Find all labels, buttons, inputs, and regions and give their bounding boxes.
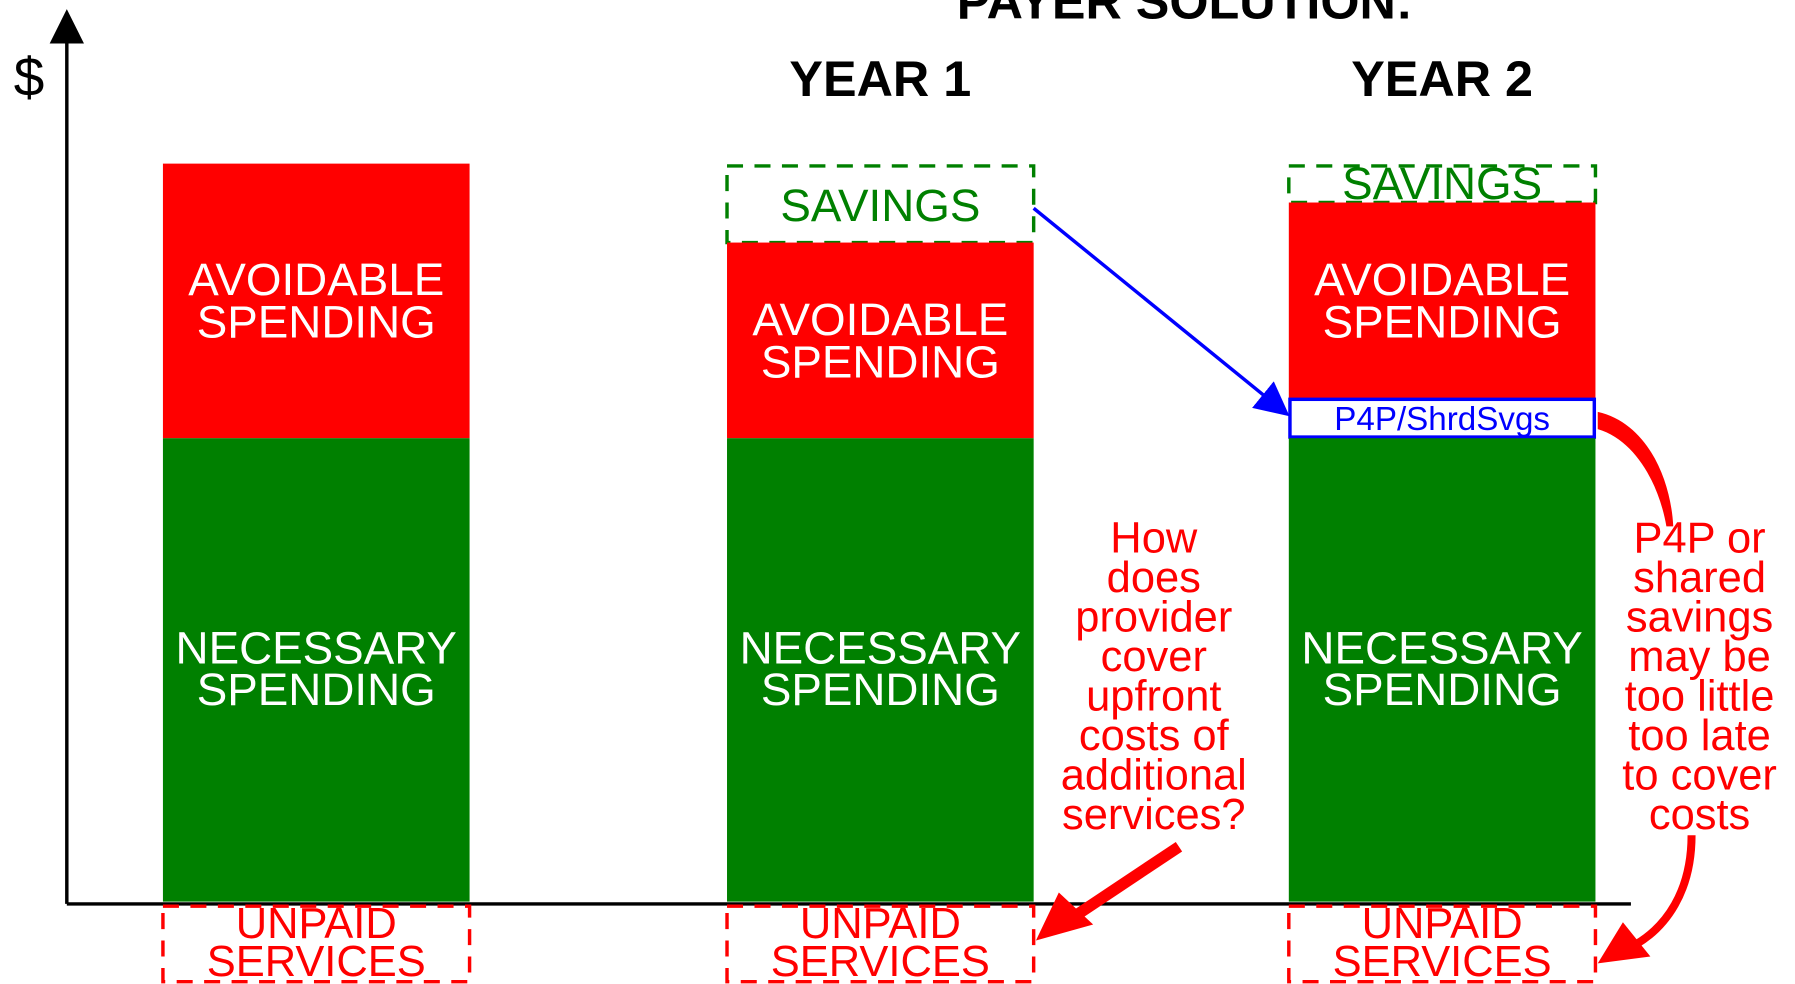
annotation-line: to cover bbox=[1622, 751, 1777, 799]
avoidable-label: SPENDING bbox=[1323, 297, 1562, 348]
annotation-line: does bbox=[1107, 554, 1201, 602]
necessary-segment bbox=[727, 438, 1034, 902]
annotation-arrow bbox=[1072, 841, 1183, 921]
p4p-label: P4P/ShrdSvgs bbox=[1334, 401, 1550, 438]
avoidable-label: AVOIDABLE bbox=[1314, 254, 1570, 305]
annotation-line: too little bbox=[1625, 673, 1775, 721]
necessary-label: SPENDING bbox=[761, 664, 1000, 715]
unpaid-box bbox=[1287, 904, 1598, 984]
unpaid-label: UNPAID bbox=[800, 900, 961, 948]
savings-label: SAVINGS bbox=[1342, 158, 1542, 209]
necessary-segment bbox=[1288, 438, 1596, 902]
annotation-line: additional bbox=[1061, 751, 1247, 799]
annotation-line: P4P or bbox=[1634, 515, 1766, 563]
avoidable-label: AVOIDABLE bbox=[752, 294, 1008, 345]
annotation-arrow bbox=[1634, 835, 1696, 948]
avoidable-label: AVOIDABLE bbox=[188, 254, 444, 305]
avoidable-segment bbox=[727, 242, 1034, 439]
annotation-line: costs of bbox=[1079, 712, 1230, 760]
necessary-label: SPENDING bbox=[1323, 664, 1562, 715]
savings-arrow bbox=[1032, 206, 1290, 417]
necessary-label: NECESSARY bbox=[1301, 623, 1582, 674]
necessary-label: SPENDING bbox=[197, 664, 436, 715]
unpaid-label: SERVICES bbox=[1333, 938, 1552, 984]
annotation-line: costs bbox=[1649, 791, 1750, 839]
annotation-arrowhead bbox=[1597, 922, 1651, 964]
avoidable-label: SPENDING bbox=[761, 337, 1000, 388]
title: PAYER SOLUTION: bbox=[957, 0, 1413, 29]
savings-label: SAVINGS bbox=[780, 180, 980, 231]
annotation-line: provider bbox=[1075, 594, 1232, 642]
avoidable-label: SPENDING bbox=[197, 297, 436, 348]
unpaid-label: UNPAID bbox=[1362, 900, 1523, 948]
annotation-arrow bbox=[1597, 411, 1674, 527]
annotation-arrowhead bbox=[1035, 892, 1094, 941]
unpaid-label: UNPAID bbox=[236, 900, 397, 948]
necessary-label: NECESSARY bbox=[740, 623, 1021, 674]
annotation-line: too late bbox=[1628, 712, 1771, 760]
necessary-label: NECESSARY bbox=[176, 623, 457, 674]
necessary-segment bbox=[162, 438, 470, 902]
unpaid-label: SERVICES bbox=[207, 938, 426, 984]
unpaid-box bbox=[161, 904, 472, 984]
heading: YEAR 1 bbox=[789, 50, 971, 107]
annotation-line: may be bbox=[1628, 633, 1771, 681]
avoidable-segment bbox=[1288, 202, 1596, 399]
annotation-line: savings bbox=[1626, 594, 1773, 642]
annotation-line: upfront bbox=[1086, 673, 1221, 721]
avoidable-segment bbox=[162, 163, 470, 439]
y-axis-label: $ bbox=[14, 46, 45, 108]
unpaid-box bbox=[725, 904, 1036, 984]
annotation-line: cover bbox=[1101, 633, 1207, 681]
annotation-line: services? bbox=[1062, 791, 1246, 839]
annotation-line: shared bbox=[1633, 554, 1766, 602]
heading: YEAR 2 bbox=[1351, 50, 1533, 107]
p4p-box bbox=[1288, 397, 1597, 439]
annotation-line: How bbox=[1110, 515, 1198, 563]
unpaid-label: SERVICES bbox=[771, 938, 990, 984]
